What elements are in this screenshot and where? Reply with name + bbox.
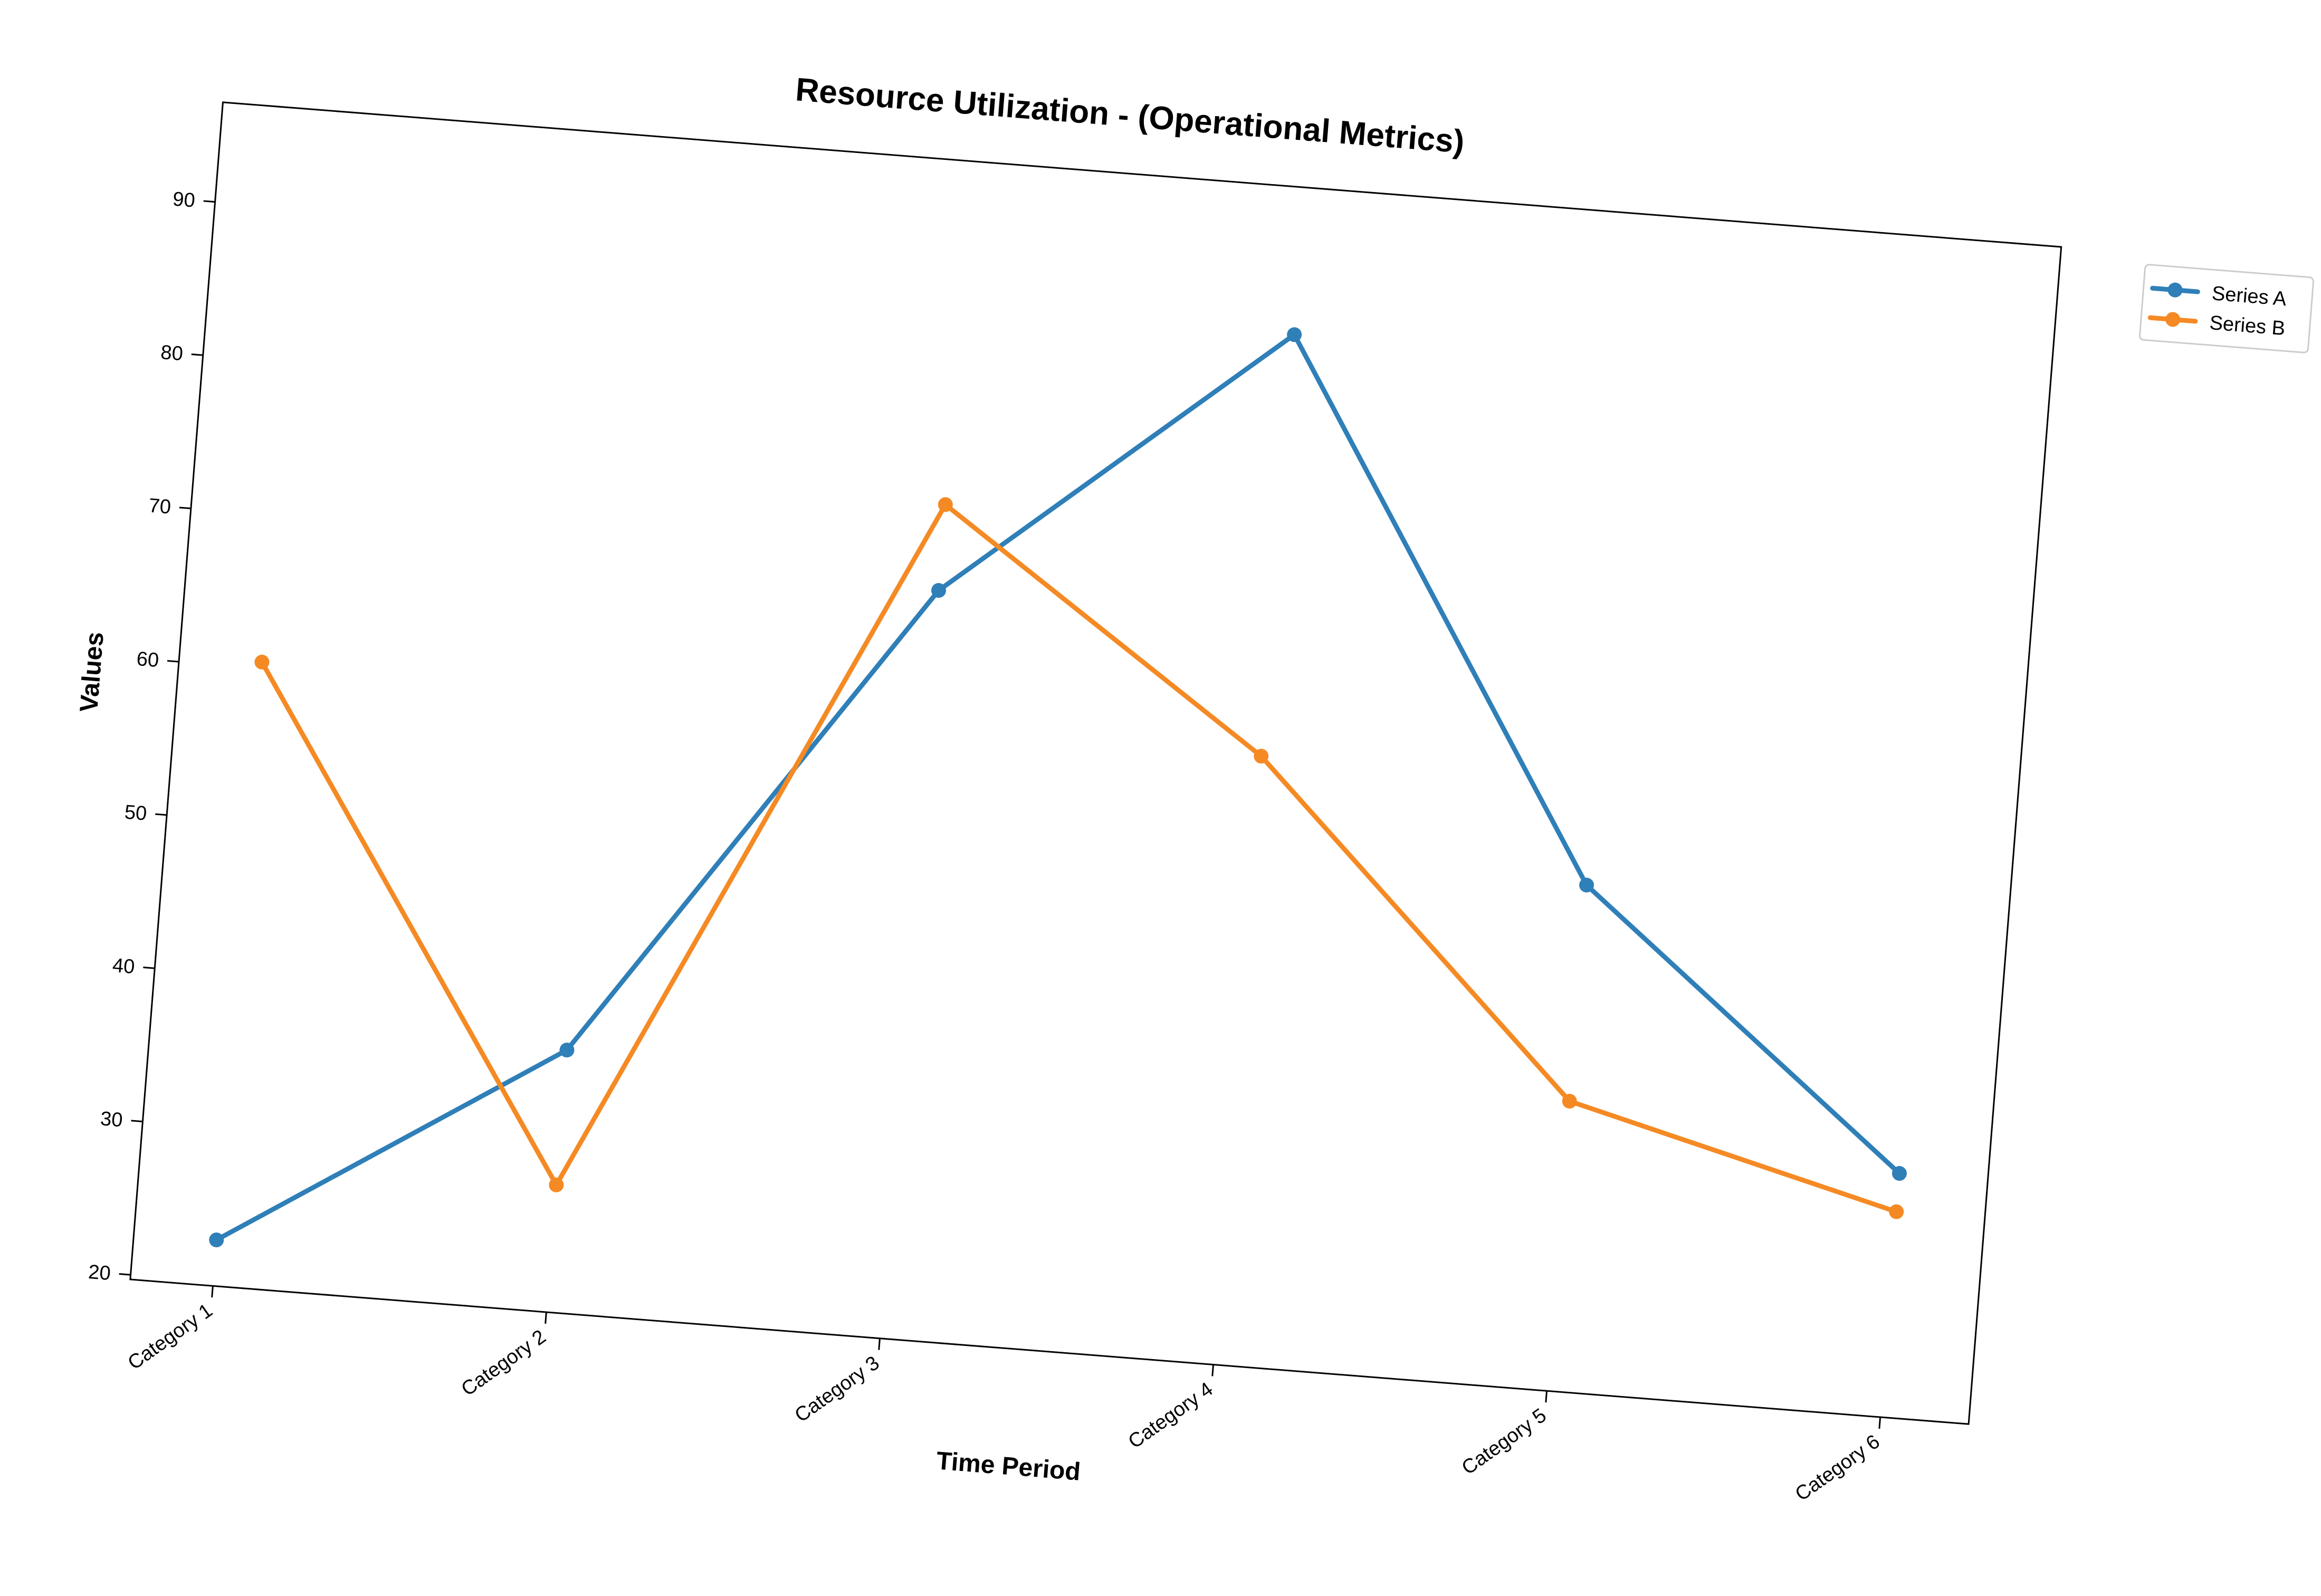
x-tick-mark — [1211, 1364, 1215, 1377]
y-tick-mark — [179, 506, 191, 510]
y-tick-mark — [131, 1120, 143, 1123]
x-tick-mark — [1878, 1417, 1881, 1429]
x-tick-mark — [211, 1286, 214, 1298]
x-tick-mark — [1545, 1391, 1548, 1403]
y-tick-label: 90 — [172, 188, 196, 212]
y-axis: 20 30 40 50 60 70 80 90 — [88, 188, 215, 1285]
data-point — [1889, 1204, 1904, 1219]
y-tick-mark — [119, 1273, 131, 1276]
y-tick-mark — [155, 813, 167, 816]
y-tick-label: 70 — [148, 494, 171, 518]
x-tick-mark — [878, 1338, 881, 1350]
y-tick-label: 20 — [88, 1261, 111, 1285]
y-tick-label: 80 — [160, 341, 184, 365]
x-tick-label: Category 2 — [457, 1325, 550, 1400]
data-point — [1892, 1166, 1907, 1181]
plot-area-frame — [129, 101, 2062, 1425]
x-axis-label: Time Period — [935, 1447, 1082, 1486]
y-tick-label: 60 — [136, 648, 159, 672]
y-tick-label: 30 — [100, 1107, 123, 1131]
x-tick-mark — [545, 1312, 547, 1324]
y-axis-label: Values — [75, 631, 109, 713]
legend-marker — [2165, 312, 2181, 327]
data-point — [1562, 1094, 1577, 1109]
data-point — [1254, 749, 1269, 764]
y-tick-mark — [143, 966, 155, 969]
x-tick-label: Category 1 — [124, 1299, 217, 1374]
series-group — [254, 497, 1904, 1219]
data-point — [938, 497, 953, 512]
y-tick-mark — [203, 200, 215, 203]
legend-marker — [2167, 282, 2183, 298]
y-tick-label: 40 — [112, 954, 136, 978]
x-tick-label: Category 5 — [1458, 1404, 1551, 1479]
data-point — [931, 583, 947, 598]
x-tick-label: Category 3 — [791, 1352, 884, 1427]
data-point — [1579, 877, 1594, 893]
chart-title: Resource Utilization - (Operational Metr… — [794, 71, 1466, 160]
series-line — [259, 502, 1899, 1215]
series-group — [209, 327, 1907, 1248]
y-tick-mark — [191, 353, 203, 356]
x-tick-label: Category 6 — [1791, 1430, 1884, 1505]
x-tick-label: Category 4 — [1124, 1378, 1217, 1453]
y-tick-mark — [167, 660, 179, 663]
legend-box — [2139, 264, 2315, 353]
data-point — [559, 1043, 575, 1058]
data-point — [209, 1232, 224, 1248]
data-point — [549, 1177, 564, 1192]
data-point — [1287, 327, 1302, 342]
y-tick-label: 50 — [123, 801, 147, 825]
data-point — [254, 654, 270, 670]
series-line — [214, 332, 1902, 1243]
series-layer — [209, 327, 1907, 1248]
